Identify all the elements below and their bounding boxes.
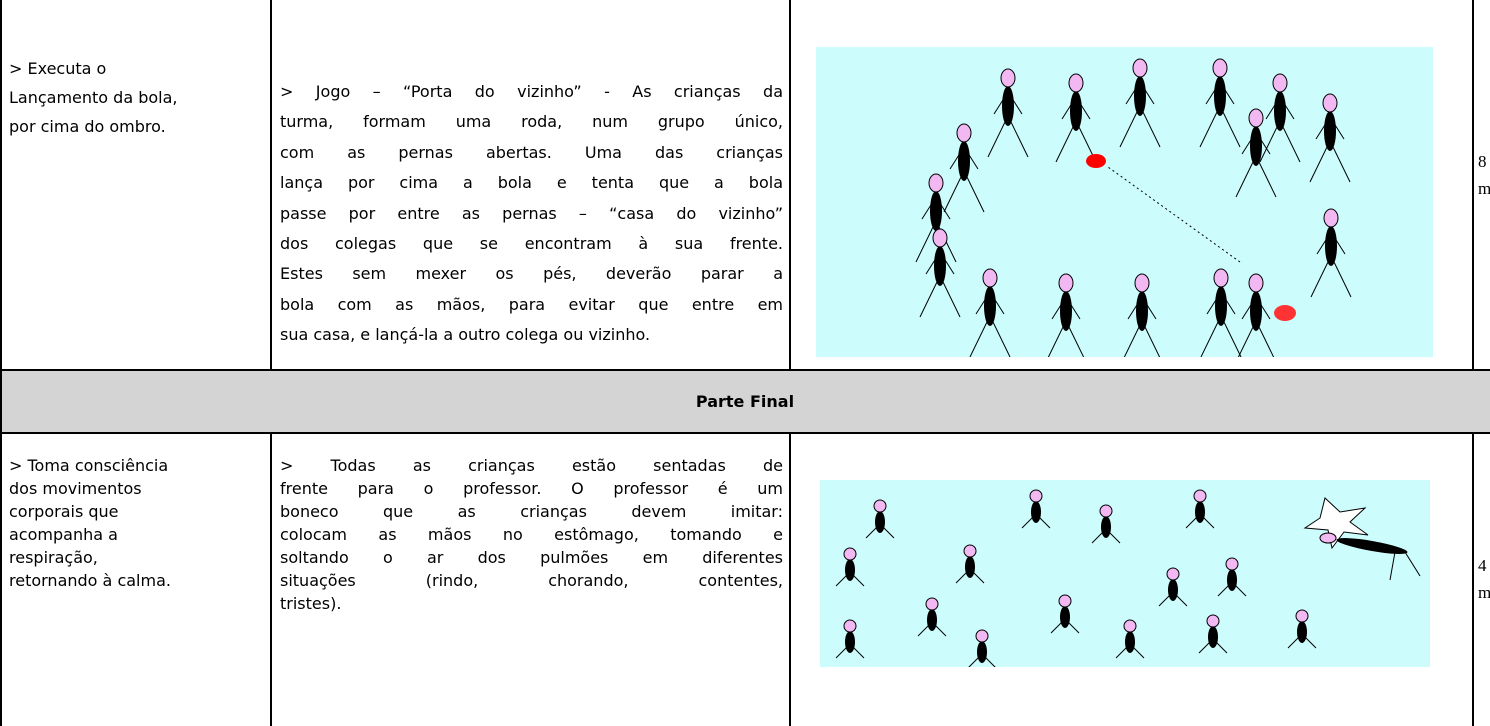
text-line: situações (rindo, chorando, contentes, xyxy=(280,571,783,590)
column-border xyxy=(789,0,791,370)
objective: > Executa o Lançamento da bola, por cima… xyxy=(9,54,178,141)
text-line: soltando o ar dos pulmões em diferentes xyxy=(280,548,783,567)
description: > Todas as crianças estão sentadas de fr… xyxy=(280,454,783,615)
ball xyxy=(1274,305,1296,321)
text-line: por cima do ombro. xyxy=(9,117,166,136)
text-line: corporais que xyxy=(9,502,119,521)
illustration-breathing xyxy=(820,480,1430,667)
illustration-circle-game xyxy=(816,47,1433,357)
text-line: > Toma consciência xyxy=(9,456,169,475)
text-line: tristes). xyxy=(280,594,342,613)
text-line: lança por cima a bola e tenta que a bola xyxy=(280,173,783,193)
text-line: respiração, xyxy=(9,548,98,567)
row-border xyxy=(0,369,1490,371)
text-line: > Executa o xyxy=(9,59,107,78)
text-line: com as pernas abertas. Uma das crianças xyxy=(280,142,783,162)
column-border xyxy=(270,0,272,370)
column-border xyxy=(1472,0,1474,370)
text-line: colocam as mãos no estômago, tomando e xyxy=(280,525,783,544)
text-line: frente para o professor. O professor é u… xyxy=(280,479,783,498)
text-line: boneco que as crianças devem imitar: xyxy=(280,502,783,521)
text-line: Lançamento da bola, xyxy=(9,88,178,107)
section-header: Parte Final xyxy=(0,371,1490,433)
column-border xyxy=(270,433,272,726)
objective: > Toma consciência dos movimentos corpor… xyxy=(9,454,171,592)
text-line: m xyxy=(1478,583,1490,602)
text-line: 8 xyxy=(1478,152,1487,171)
column-border xyxy=(0,0,2,726)
text-line: m xyxy=(1478,179,1490,198)
description: > Jogo – “Porta do vizinho” - As criança… xyxy=(280,77,783,351)
column-border xyxy=(1472,433,1474,726)
duration: 8 m xyxy=(1478,148,1490,202)
duration: 4 m xyxy=(1478,552,1490,606)
text-line: turma, formam uma roda, num grupo único, xyxy=(280,112,783,132)
text-line: dos movimentos xyxy=(9,479,142,498)
text-line: 4 xyxy=(1478,556,1487,575)
text-line: dos colegas que se encontram à sua frent… xyxy=(280,234,783,254)
text-line: Estes sem mexer os pés, deverão parar a xyxy=(280,264,783,284)
text-line: > Jogo – “Porta do vizinho” - As criança… xyxy=(280,82,783,101)
ball-path xyxy=(1107,166,1241,263)
text-line: bola com as mãos, para evitar que entre … xyxy=(280,294,783,314)
row-border xyxy=(0,432,1490,434)
column-border xyxy=(789,433,791,726)
text-line: > Todas as crianças estão sentadas de xyxy=(280,456,783,475)
text-line: retornando à calma. xyxy=(9,571,171,590)
text-line: passe por entre as pernas – “casa do viz… xyxy=(280,203,783,223)
text-line: acompanha a xyxy=(9,525,118,544)
text-line: sua casa, e lançá-la a outro colega ou v… xyxy=(280,325,651,345)
ball xyxy=(1086,154,1106,168)
